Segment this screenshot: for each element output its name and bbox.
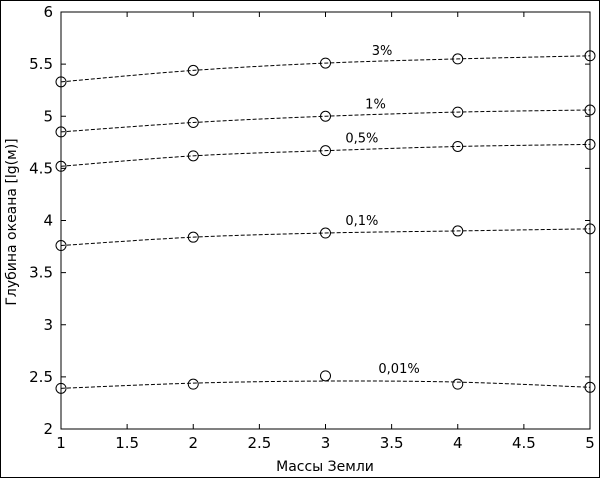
x-tick-label: 2: [188, 434, 198, 452]
series-line: [60, 228, 591, 247]
data-point: [584, 50, 596, 62]
y-tick-label: 6: [43, 3, 53, 21]
data-point: [452, 53, 464, 65]
x-tick-label: 1.5: [115, 434, 139, 452]
data-point: [584, 223, 596, 235]
data-point: [320, 110, 331, 122]
series-label: 0,5%: [345, 132, 378, 147]
series-line: [60, 380, 591, 389]
data-point: [187, 117, 199, 129]
x-tick-label: 4: [453, 434, 463, 452]
series-label: 0,1%: [345, 214, 378, 229]
data-point: [320, 57, 331, 69]
data-point: [55, 160, 67, 172]
y-tick-label: 4: [43, 212, 53, 230]
x-tick-label: 5: [585, 434, 595, 452]
y-tick-label: 4.5: [29, 159, 53, 177]
data-point: [55, 76, 67, 88]
x-tick-label: 4.5: [512, 434, 536, 452]
data-point: [320, 145, 331, 157]
data-point: [187, 378, 199, 390]
series-line: [60, 55, 591, 83]
data-point: [187, 150, 199, 162]
data-point: [452, 378, 464, 390]
data-point: [452, 106, 464, 118]
data-point: [452, 140, 464, 152]
data-point: [187, 64, 199, 76]
data-point: [584, 381, 596, 393]
x-axis-label: Массы Земли: [276, 459, 374, 475]
y-tick-label: 2: [43, 420, 53, 438]
series-label: 1%: [365, 97, 386, 112]
y-axis-label: Глубина океана [lg(м)]: [4, 138, 20, 305]
series-label: 0,01%: [378, 362, 419, 377]
x-tick-label: 3.5: [380, 434, 404, 452]
data-point: [55, 382, 67, 394]
y-tick-label: 5: [43, 107, 53, 125]
data-point: [55, 126, 67, 138]
y-tick-label: 3: [43, 316, 53, 334]
plot-area: 1 1.5 2 2.5 3 3.5 4 4.5 5 2 2.5 3 3.5 4 4.5 5 5.5 6 3% 1% 0,…: [29, 3, 596, 452]
data-point: [584, 138, 596, 150]
data-point: [452, 225, 464, 237]
data-point: [584, 104, 596, 116]
y-tick-label: 5.5: [29, 55, 53, 73]
x-tick-label: 2.5: [247, 434, 271, 452]
x-tick-label: 3: [321, 434, 331, 452]
x-tick-label: 1: [56, 434, 66, 452]
series-label: 3%: [372, 44, 393, 59]
data-point: [187, 231, 199, 243]
data-point: [320, 227, 331, 239]
data-point: [55, 240, 67, 252]
y-tick-label: 3.5: [29, 264, 53, 282]
y-tick-label: 2.5: [29, 368, 53, 386]
data-point: [320, 370, 331, 382]
series-line: [60, 109, 591, 133]
series-line: [60, 143, 591, 167]
